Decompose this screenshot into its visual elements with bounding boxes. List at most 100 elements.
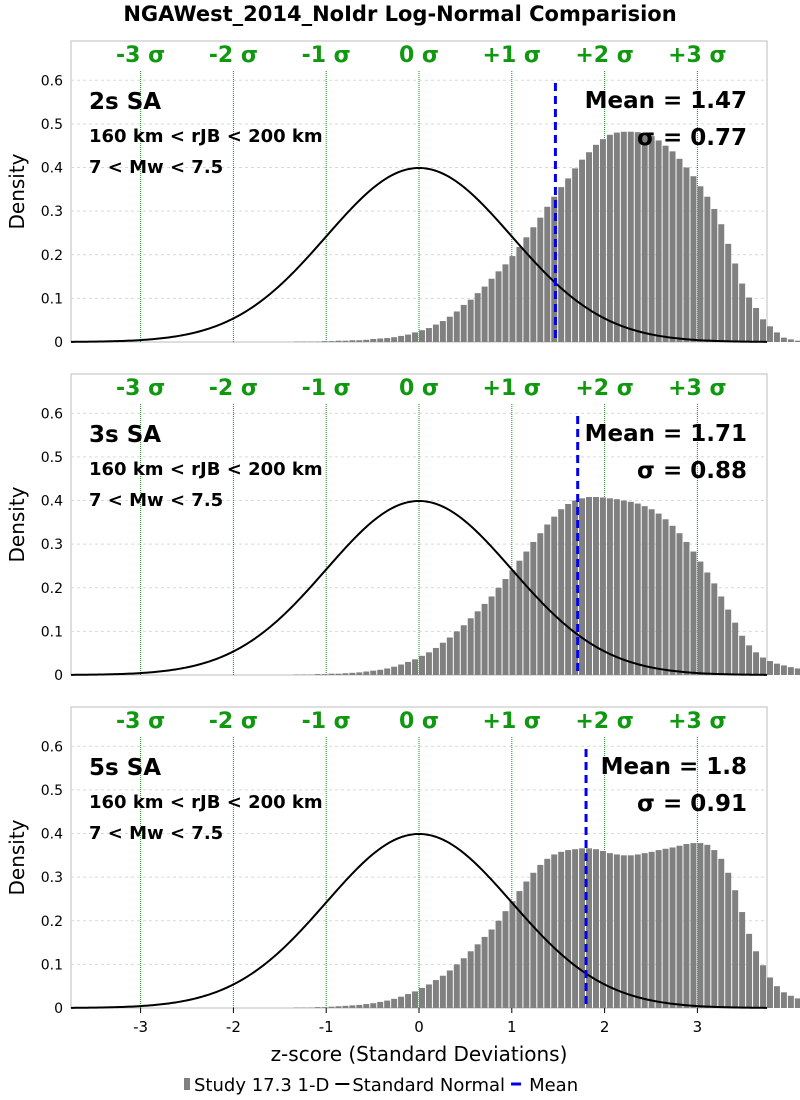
- histogram-bar: [335, 673, 342, 675]
- magnitude-label: 7 < Mw < 7.5: [89, 157, 223, 178]
- histogram-bar: [321, 341, 328, 342]
- x-tick-label: 3: [693, 1018, 703, 1036]
- histogram-bar: [474, 611, 481, 675]
- histogram-bar: [335, 1006, 342, 1008]
- histogram-bar: [613, 499, 620, 675]
- histogram-bar: [342, 340, 349, 342]
- histogram-bar: [405, 661, 412, 675]
- histogram-bar: [398, 996, 405, 1008]
- histogram-bar: [474, 944, 481, 1008]
- histogram-bar: [711, 208, 718, 342]
- histogram-bar: [446, 637, 453, 675]
- histogram-bar: [460, 625, 467, 675]
- histogram-bar: [495, 271, 502, 342]
- histogram-bar: [495, 587, 502, 675]
- histogram-bar: [599, 497, 606, 675]
- histogram-bar: [773, 986, 780, 1008]
- legend-label: Study 17.3 1-D: [194, 1075, 329, 1096]
- histogram-bar: [760, 319, 766, 342]
- histogram-bar: [439, 321, 446, 342]
- histogram-bar: [718, 596, 725, 675]
- histogram-bar: [370, 670, 377, 675]
- histogram-bar: [321, 674, 328, 675]
- histogram-bar: [697, 186, 704, 342]
- histogram-bar: [593, 849, 599, 1008]
- histogram-bar: [391, 998, 398, 1008]
- histogram-bar: [662, 848, 669, 1008]
- y-tick-label: 0.6: [41, 739, 63, 755]
- histogram-bar: [398, 335, 405, 342]
- histogram-bar: [753, 652, 760, 675]
- sigma-value-label: σ = 0.91: [637, 791, 747, 817]
- sigma-label: -2 σ: [209, 376, 258, 401]
- histogram-bar: [516, 891, 523, 1008]
- sigma-label: +1 σ: [483, 709, 542, 734]
- histogram-bar: [704, 196, 711, 342]
- panel-3: 0 0.1 0.2 0.3 0.4 0.5 0.6 -3 σ -2 σ -1 σ 0 σ +1 σ +2…: [5, 706, 800, 1017]
- histogram-bar: [683, 167, 690, 342]
- histogram-bar: [412, 332, 418, 342]
- histogram-bar: [676, 845, 683, 1008]
- histogram-bar: [432, 324, 439, 342]
- sigma-label: +1 σ: [483, 43, 542, 68]
- histogram-bar: [558, 509, 565, 675]
- histogram-bar: [572, 500, 579, 675]
- histogram-bar: [377, 669, 384, 675]
- distance-label: 160 km < rJB < 200 km: [89, 459, 323, 480]
- legend-swatch-bars: [184, 1078, 190, 1090]
- histogram-bar: [579, 159, 586, 342]
- histogram-bar: [620, 500, 627, 675]
- histogram-bar: [593, 144, 599, 342]
- y-axis-label: Density: [5, 819, 29, 895]
- histogram-bar: [586, 152, 592, 342]
- y-tick-label: 0.6: [41, 73, 63, 89]
- histogram-bar: [446, 316, 453, 342]
- x-axis-label: z-score (Standard Deviations): [271, 1042, 568, 1066]
- y-axis-label: Density: [5, 486, 29, 562]
- histogram-bar: [425, 328, 432, 342]
- y-tick-label: 0.1: [41, 291, 63, 307]
- histogram-bar: [732, 622, 739, 675]
- histogram-bar: [425, 984, 432, 1008]
- histogram-bar: [363, 1004, 370, 1008]
- histogram-bar: [725, 872, 732, 1008]
- histogram-bar: [516, 560, 523, 675]
- histogram-bar: [627, 855, 634, 1008]
- histogram-bar: [391, 666, 398, 675]
- histogram-bar: [787, 995, 794, 1008]
- sigma-value-label: σ = 0.88: [637, 458, 747, 484]
- panel-1: 0 0.1 0.2 0.3 0.4 0.5 0.6 -3 σ -2 σ -1 σ 0 σ +1 σ +2…: [5, 40, 800, 351]
- histogram-bar: [634, 132, 641, 342]
- histogram-bar: [579, 498, 586, 675]
- x-tick-label: 0: [414, 1018, 424, 1036]
- histogram-bar: [495, 920, 502, 1008]
- histogram-bar: [662, 145, 669, 342]
- sigma-label: 0 σ: [399, 376, 439, 401]
- sigma-value-label: σ = 0.77: [637, 125, 747, 151]
- chart-title: NGAWest_2014_NoIdr Log-Normal Comparisio…: [123, 2, 677, 26]
- histogram-bar: [558, 851, 565, 1008]
- histogram-bar: [488, 278, 495, 342]
- histogram-bar: [606, 498, 613, 675]
- magnitude-label: 7 < Mw < 7.5: [89, 490, 223, 511]
- histogram-bar: [648, 851, 655, 1008]
- histogram-bar: [398, 664, 405, 675]
- histogram-bar: [655, 513, 662, 675]
- histogram-bar: [412, 991, 418, 1008]
- y-tick-label: 0.6: [41, 406, 63, 422]
- sigma-label: -3 σ: [116, 43, 165, 68]
- histogram-bar: [655, 850, 662, 1008]
- histogram-bar: [537, 217, 544, 342]
- histogram-bar: [627, 501, 634, 675]
- histogram-bar: [683, 843, 690, 1008]
- histogram-bar: [412, 659, 418, 675]
- histogram-bar: [599, 850, 606, 1008]
- histogram-bar: [453, 631, 460, 675]
- histogram-bar: [676, 533, 683, 675]
- histogram-bar: [530, 541, 537, 675]
- histogram-bar: [773, 332, 780, 342]
- histogram-bar: [363, 339, 370, 342]
- y-tick-label: 0.3: [41, 204, 63, 220]
- histogram-bar: [460, 958, 467, 1008]
- mean-value-label: Mean = 1.47: [585, 88, 747, 114]
